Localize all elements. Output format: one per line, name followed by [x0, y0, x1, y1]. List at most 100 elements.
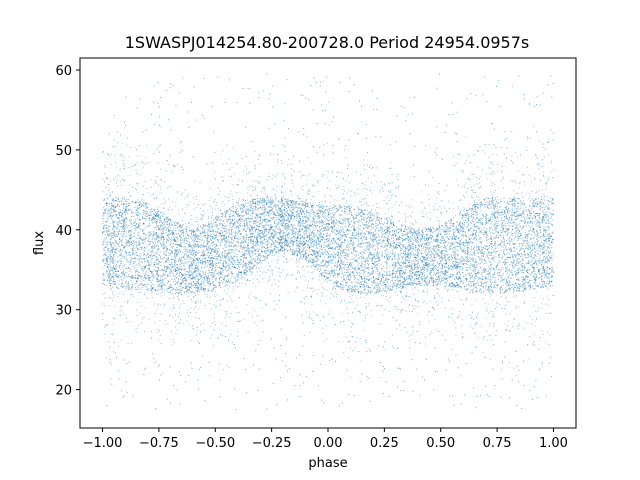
- data-point: [180, 226, 182, 228]
- data-point: [124, 274, 126, 276]
- data-point: [136, 264, 138, 266]
- data-point: [151, 287, 153, 289]
- data-point: [283, 249, 285, 251]
- data-point: [167, 275, 169, 277]
- data-point: [107, 233, 108, 235]
- data-point: [115, 286, 117, 288]
- data-point: [131, 211, 133, 213]
- data-point: [379, 213, 381, 215]
- data-point: [188, 270, 190, 272]
- data-point: [213, 233, 215, 235]
- data-point: [276, 224, 278, 226]
- data-point: [496, 203, 498, 205]
- data-point: [377, 258, 379, 259]
- data-point: [304, 250, 306, 252]
- data-point: [139, 256, 141, 258]
- data-point: [191, 248, 193, 250]
- data-point: [381, 230, 383, 232]
- data-point: [277, 228, 279, 230]
- data-point: [239, 230, 241, 232]
- data-point: [341, 251, 343, 253]
- data-point: [482, 223, 483, 225]
- data-point: [439, 272, 441, 273]
- data-point: [218, 228, 220, 229]
- data-point: [424, 244, 426, 246]
- data-point: [394, 233, 395, 235]
- data-point: [528, 248, 530, 250]
- data-point: [372, 262, 374, 264]
- data-point: [228, 249, 230, 251]
- data-point: [452, 244, 454, 246]
- data-point: [217, 224, 218, 226]
- data-point: [458, 242, 459, 244]
- data-point: [162, 281, 164, 283]
- data-point: [237, 274, 239, 275]
- data-point: [540, 287, 542, 289]
- data-point: [401, 273, 403, 275]
- data-point: [132, 284, 134, 285]
- data-point: [455, 248, 457, 250]
- data-point: [523, 285, 525, 287]
- data-point: [333, 207, 335, 209]
- data-point: [121, 212, 123, 214]
- data-point: [358, 258, 360, 260]
- data-point: [433, 260, 434, 262]
- data-point: [535, 260, 537, 262]
- data-point: [451, 273, 453, 275]
- data-point: [429, 271, 431, 273]
- data-point: [294, 232, 296, 234]
- data-point: [351, 238, 352, 240]
- data-point: [328, 229, 330, 231]
- data-point: [294, 236, 296, 238]
- data-point: [138, 208, 139, 210]
- data-point: [518, 290, 520, 292]
- data-point: [445, 221, 447, 223]
- data-point: [544, 206, 546, 208]
- data-point: [157, 237, 159, 239]
- data-point: [178, 257, 180, 259]
- data-point: [121, 250, 123, 251]
- data-point: [433, 253, 435, 255]
- data-point: [156, 277, 158, 279]
- data-point: [415, 264, 417, 266]
- data-point: [364, 270, 366, 272]
- data-point: [121, 279, 123, 281]
- data-point: [486, 255, 488, 257]
- data-point: [540, 226, 541, 228]
- data-point: [163, 239, 165, 241]
- data-point: [521, 245, 523, 247]
- data-point: [214, 286, 216, 288]
- data-point: [123, 231, 124, 233]
- data-point: [309, 234, 311, 236]
- data-point: [372, 234, 374, 236]
- data-point: [297, 204, 299, 206]
- data-point: [325, 223, 327, 225]
- data-point: [125, 272, 126, 274]
- data-point: [296, 234, 298, 236]
- data-point: [264, 255, 266, 257]
- data-point: [249, 255, 251, 257]
- data-point: [242, 265, 244, 267]
- data-point: [529, 222, 531, 224]
- data-point: [373, 263, 374, 265]
- data-point: [118, 219, 120, 221]
- data-point: [397, 258, 399, 260]
- data-point: [539, 222, 541, 224]
- data-point: [542, 253, 544, 255]
- data-point: [521, 267, 523, 269]
- data-point: [282, 219, 284, 221]
- data-point: [439, 250, 441, 252]
- data-point: [370, 292, 372, 294]
- data-point: [145, 211, 146, 212]
- data-point: [359, 225, 361, 227]
- data-point: [516, 233, 518, 235]
- data-point: [449, 238, 451, 240]
- data-point: [181, 260, 183, 262]
- data-point: [331, 217, 333, 219]
- data-point: [255, 220, 257, 222]
- data-point: [199, 230, 201, 232]
- data-point: [302, 256, 304, 258]
- data-point: [315, 240, 317, 242]
- data-point: [491, 243, 493, 245]
- data-point: [477, 256, 479, 258]
